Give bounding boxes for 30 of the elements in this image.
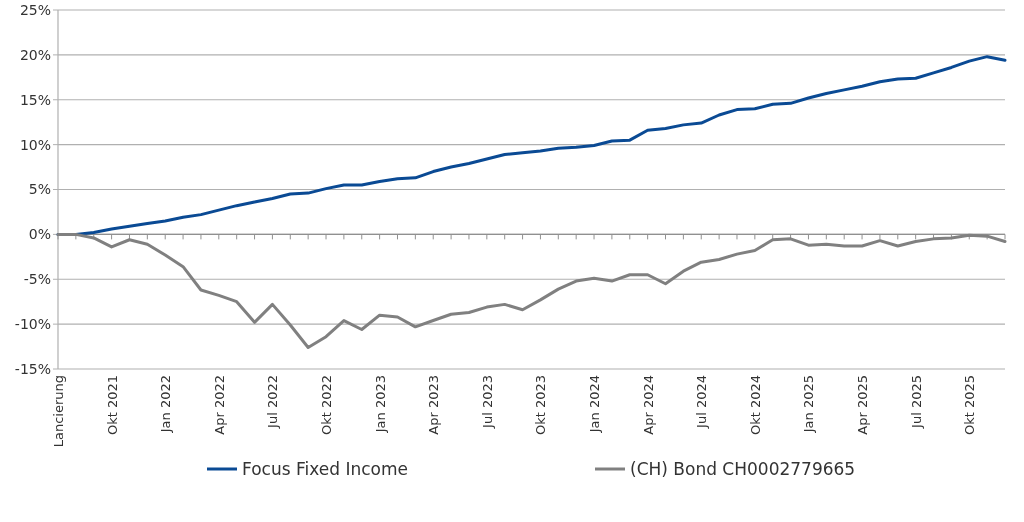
- x-tick-label: Okt 2024: [747, 375, 763, 436]
- x-tick-label: Jan 2025: [801, 375, 817, 434]
- y-tick-label: -15%: [14, 360, 51, 377]
- x-tick-label: Jul 2025: [908, 375, 924, 429]
- x-tick-label: Jul 2024: [694, 375, 710, 429]
- y-tick-label: -10%: [14, 316, 51, 333]
- x-tick-label: Lancierung: [51, 375, 66, 448]
- y-tick-label: 5%: [28, 181, 51, 198]
- x-tick-label: Okt 2022: [319, 375, 335, 436]
- x-tick-label: Apr 2025: [855, 375, 871, 435]
- x-tick-label: Jan 2024: [587, 375, 603, 434]
- y-tick-label: 20%: [19, 46, 51, 63]
- y-tick-label: 15%: [19, 91, 51, 108]
- y-tick-label: 0%: [28, 226, 51, 243]
- y-tick-label: 25%: [19, 1, 51, 18]
- line-series: [56, 232, 1007, 349]
- legend-label: Focus Fixed Income: [242, 458, 408, 479]
- y-tick-label: 10%: [19, 136, 51, 153]
- x-tick-label: Okt 2025: [962, 375, 978, 436]
- y-tick-label: -5%: [23, 271, 51, 288]
- legend-label: (CH) Bond CH0002779665: [630, 458, 856, 479]
- x-tick-label: Apr 2023: [426, 375, 442, 435]
- x-tick-label: Jan 2022: [158, 375, 174, 434]
- x-tick-label: Jan 2023: [372, 375, 388, 434]
- x-tick-label: Okt 2021: [104, 375, 120, 436]
- x-tick-label: Jul 2022: [265, 375, 281, 429]
- x-tick-label: Apr 2024: [640, 375, 656, 435]
- x-tick-label: Apr 2022: [211, 375, 227, 435]
- x-tick-label: Okt 2023: [533, 375, 549, 436]
- x-tick-label: Jul 2023: [479, 375, 495, 429]
